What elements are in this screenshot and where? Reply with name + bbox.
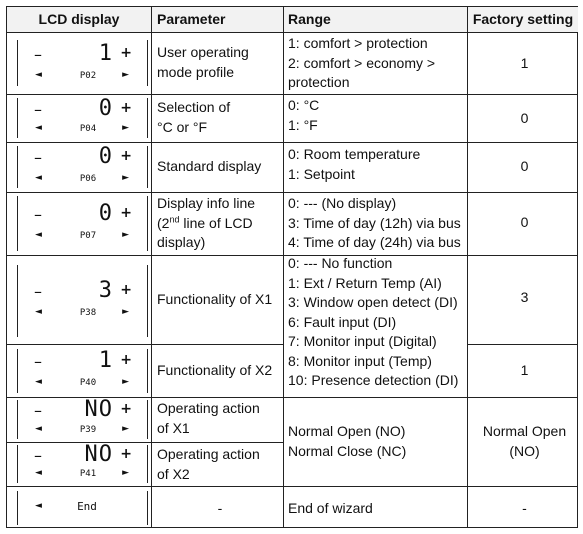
parameter-operating-action-x2: Operating action of X2 (157, 446, 260, 482)
lcd-value: NO (84, 442, 113, 467)
plus-icon: + (120, 352, 132, 368)
minus-icon: – (34, 352, 42, 371)
lcd-parameter-code: P02 (79, 71, 97, 81)
factory-functionality-x1: 3 (520, 289, 529, 305)
lcd-display-end: ◄ End (17, 491, 148, 525)
lcd-value: 0 (98, 144, 113, 169)
factory-user-operating-mode: 1 (520, 55, 529, 71)
left-arrow-icon: ◄ (35, 424, 42, 434)
minus-icon: – (34, 45, 42, 64)
lcd-display-p06: – 0 + ◄ P06 ► (17, 144, 148, 188)
parameter-standard-display: Standard display (157, 158, 262, 174)
right-arrow-icon: ► (122, 424, 129, 434)
parameter-functionality-x2: Functionality of X2 (157, 362, 273, 378)
right-arrow-icon: ► (122, 173, 129, 183)
right-arrow-icon: ► (122, 70, 129, 80)
minus-icon: – (34, 401, 42, 420)
right-arrow-icon: ► (122, 230, 129, 240)
minus-icon: – (34, 100, 42, 119)
plus-icon: + (120, 45, 132, 61)
lcd-display-p07: – 0 + ◄ P07 ► (17, 196, 148, 251)
lcd-value: 0 (98, 201, 113, 226)
lcd-display-p04: – 0 + ◄ P04 ► (17, 96, 148, 138)
factory-display-info-line: 0 (520, 214, 529, 230)
lcd-value: 1 (98, 348, 113, 373)
lcd-value: 1 (98, 41, 113, 66)
range-user-operating-mode: 1: comfort > protection 2: comfort > econ… (288, 35, 436, 90)
lcd-display-p41: – NO + ◄ P41 ► (17, 442, 148, 483)
lcd-parameter-code: P41 (79, 469, 97, 479)
plus-icon: + (120, 282, 132, 298)
lcd-parameter-code: P06 (79, 174, 97, 184)
range-operating-action: Normal Open (NO) Normal Close (NC) (288, 423, 407, 459)
left-arrow-icon: ◄ (35, 501, 42, 511)
left-arrow-icon: ◄ (35, 468, 42, 478)
right-arrow-icon: ► (122, 377, 129, 387)
lcd-display-p39: – NO + ◄ P39 ► (17, 397, 148, 439)
lcd-display-p38: – 3 + ◄ P38 ► (17, 265, 148, 337)
minus-icon: – (34, 282, 42, 301)
lcd-display-p02: – 1 + ◄ P02 ► (17, 40, 148, 86)
parameter-temperature-unit: Selection of °C or °F (157, 99, 231, 135)
factory-functionality-x2: 1 (520, 362, 529, 378)
plus-icon: + (120, 148, 132, 164)
left-arrow-icon: ◄ (35, 123, 42, 133)
right-arrow-icon: ► (122, 123, 129, 133)
lcd-parameter-code: P07 (79, 231, 97, 241)
minus-icon: – (34, 148, 42, 167)
range-functionality-x1-x2: 0: --- No function 1: Ext / Return Temp … (288, 255, 459, 388)
left-arrow-icon: ◄ (35, 173, 42, 183)
header-factory-setting: Factory setting (468, 7, 578, 32)
left-arrow-icon: ◄ (35, 377, 42, 387)
header-range: Range (284, 7, 467, 32)
left-arrow-icon: ◄ (35, 307, 42, 317)
factory-operating-action: Normal Open (NO) (482, 423, 567, 459)
plus-icon: + (120, 100, 132, 116)
parameter-operating-action-x1: Operating action of X1 (157, 400, 260, 436)
range-temperature-unit: 0: °C 1: °F (288, 97, 320, 133)
header-lcd-display: LCD display (7, 7, 151, 32)
wizard-parameter-table: LCD display Parameter Range Factory sett… (6, 6, 578, 528)
range-display-info-line: 0: --- (No display) 3: Time of day (12h) … (288, 195, 461, 250)
plus-icon: + (120, 205, 132, 221)
range-standard-display: 0: Room temperature 1: Setpoint (288, 146, 421, 182)
lcd-parameter-code: P40 (79, 378, 97, 388)
minus-icon: – (34, 205, 42, 224)
header-parameter: Parameter (152, 7, 283, 32)
left-arrow-icon: ◄ (35, 230, 42, 240)
right-arrow-icon: ► (122, 468, 129, 478)
minus-icon: – (34, 446, 42, 465)
factory-standard-display: 0 (520, 158, 529, 174)
lcd-parameter-code: P39 (79, 425, 97, 435)
plus-icon: + (120, 401, 132, 417)
parameter-display-info-line: Display info line (2nd line of LCD displ… (157, 195, 256, 250)
lcd-value: 3 (98, 278, 113, 303)
lcd-end-text: End (77, 500, 97, 513)
lcd-value: 0 (98, 96, 113, 121)
lcd-parameter-code: P04 (79, 124, 97, 134)
plus-icon: + (120, 446, 132, 462)
parameter-functionality-x1: Functionality of X1 (157, 291, 273, 307)
factory-end: - (522, 500, 527, 516)
factory-temperature-unit: 0 (520, 110, 529, 126)
parameter-user-operating-mode: User operating mode profile (157, 44, 249, 80)
right-arrow-icon: ► (122, 307, 129, 317)
parameter-end: - (217, 500, 223, 516)
left-arrow-icon: ◄ (35, 70, 42, 80)
lcd-value: NO (84, 397, 113, 422)
lcd-display-p40: – 1 + ◄ P40 ► (17, 348, 148, 393)
lcd-parameter-code: P38 (79, 308, 97, 318)
range-end-of-wizard: End of wizard (288, 500, 373, 516)
